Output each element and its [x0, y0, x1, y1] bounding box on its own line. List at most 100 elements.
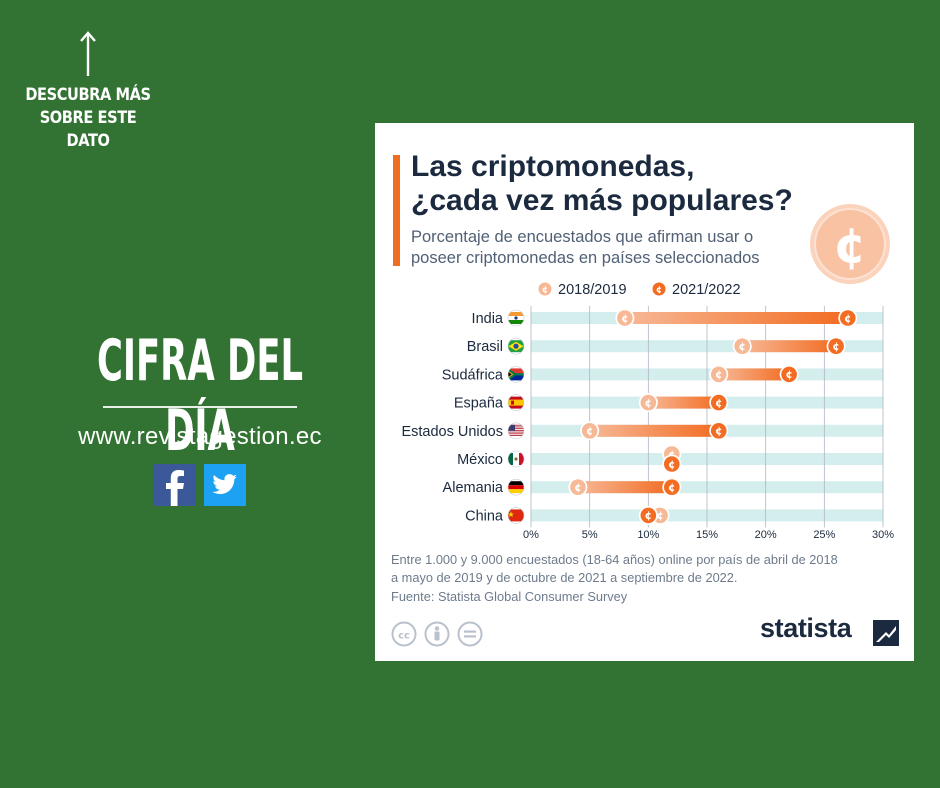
- twitter-icon: [212, 474, 237, 495]
- flag-ring: [507, 450, 525, 468]
- connector-bar: [577, 481, 672, 494]
- divider: [103, 406, 297, 408]
- svg-text:¢: ¢: [844, 313, 851, 325]
- title-accent-bar: [393, 155, 400, 266]
- marker-2018-2019: ¢: [709, 364, 729, 384]
- x-tick-label: 5%: [582, 529, 598, 541]
- flag-india-icon: [508, 310, 524, 326]
- marker-2018-2019: ¢: [568, 477, 588, 497]
- svg-text:¢: ¢: [645, 510, 652, 522]
- title-line: Las criptomonedas,: [411, 150, 695, 183]
- subtitle-line: poseer criptomonedas en países seleccion…: [411, 249, 760, 267]
- flag-ring: [507, 478, 525, 496]
- connector-bar: [718, 368, 790, 381]
- website-link[interactable]: www.revistagestion.ec: [78, 423, 322, 450]
- marker-2021-2022: ¢: [838, 308, 858, 328]
- marker-2021-2022: ¢: [662, 454, 682, 474]
- legend-label: 2018/2019: [558, 282, 627, 298]
- svg-text:¢: ¢: [785, 369, 792, 381]
- promo-panel: DESCUBRA MÁS SOBRE ESTE DATO CIFRA DEL D…: [0, 0, 376, 788]
- discover-line: DESCUBRA MÁS: [25, 85, 151, 105]
- x-tick-label: 30%: [872, 529, 894, 541]
- x-tick-label: 0%: [523, 529, 539, 541]
- flag-ring: [507, 337, 525, 355]
- marker-2018-2019: ¢: [732, 336, 752, 356]
- discover-more-link[interactable]: DESCUBRA MÁS SOBRE ESTE DATO: [24, 84, 151, 153]
- legend-marker: [652, 282, 666, 296]
- chart-title: Las criptomonedas, ¿cada vez más popular…: [411, 150, 851, 218]
- no-derivatives-icon: [457, 621, 483, 647]
- x-tick-label: 10%: [637, 529, 659, 541]
- legend-item: ¢ 2021/2022: [652, 282, 741, 298]
- legend-marker: [538, 282, 552, 296]
- svg-text:¢: ¢: [586, 426, 593, 438]
- discover-line: SOBRE ESTE: [39, 108, 137, 128]
- marker-2021-2022: ¢: [709, 393, 729, 413]
- category-label: Sudáfrica: [442, 367, 504, 383]
- crypto-coin-icon: ¢: [810, 204, 890, 284]
- up-arrow-icon[interactable]: [80, 30, 96, 76]
- x-tick-label: 20%: [755, 529, 777, 541]
- statista-brand[interactable]: statista: [760, 613, 852, 643]
- infographic-card: Las criptomonedas, ¿cada vez más popular…: [375, 123, 914, 661]
- notes-line: Entre 1.000 y 9.000 encuestados (18-64 a…: [391, 552, 838, 567]
- connector-bar: [648, 396, 719, 409]
- legend-label: 2021/2022: [672, 282, 741, 298]
- connector-bar: [624, 312, 848, 324]
- chart-notes: Entre 1.000 y 9.000 encuestados (18-64 a…: [391, 551, 891, 587]
- dumbbell-chart: ¢ 2018/2019 ¢ 2021/2022 0% 5% 10% 15% 20% 25% 30% I…: [401, 282, 894, 541]
- svg-text:¢: ¢: [715, 426, 722, 438]
- legend-marker-glyph: ¢: [542, 286, 548, 296]
- category-label: México: [457, 452, 503, 468]
- flag-china-icon: [508, 507, 524, 524]
- facebook-button[interactable]: [154, 464, 196, 506]
- flag-usa-icon: [508, 422, 524, 439]
- marker-2021-2022: ¢: [779, 364, 799, 384]
- svg-text:cc: cc: [398, 631, 410, 642]
- title-line: ¿cada vez más populares?: [411, 184, 793, 217]
- svg-text:¢: ¢: [739, 341, 746, 353]
- legend-marker-glyph: ¢: [656, 286, 662, 296]
- category-label: India: [472, 311, 504, 327]
- notes-line: a mayo de 2019 y de octubre de 2021 a se…: [391, 570, 738, 585]
- flag-ring: [507, 366, 525, 383]
- twitter-button[interactable]: [204, 464, 246, 506]
- discover-line: DATO: [66, 131, 110, 151]
- svg-text:¢: ¢: [668, 482, 675, 494]
- category-label: España: [454, 396, 504, 412]
- svg-text:¢: ¢: [715, 397, 722, 409]
- svg-text:¢: ¢: [715, 369, 722, 381]
- marker-2021-2022: ¢: [709, 421, 729, 441]
- flag-ring: [507, 309, 525, 327]
- category-label: Estados Unidos: [401, 424, 503, 440]
- connector-bar: [589, 424, 719, 437]
- flag-south-africa-icon: [508, 366, 524, 383]
- marker-2021-2022: ¢: [662, 477, 682, 497]
- category-label: Brasil: [467, 339, 503, 355]
- marker-2021-2022: ¢: [826, 336, 846, 356]
- headline: CIFRA DEL DÍA: [96, 328, 304, 464]
- svg-text:¢: ¢: [832, 341, 839, 353]
- flag-brazil-icon: [508, 338, 524, 355]
- facebook-icon: [166, 470, 184, 506]
- svg-text:¢: ¢: [656, 510, 663, 522]
- chart-subtitle: Porcentaje de encuestados que afirman us…: [411, 227, 831, 269]
- svg-text:¢: ¢: [668, 459, 675, 471]
- category-label: Alemania: [443, 480, 504, 496]
- x-tick-label: 15%: [696, 529, 718, 541]
- marker-2018-2019: ¢: [615, 308, 635, 328]
- svg-text:¢: ¢: [833, 218, 866, 274]
- creative-commons-icon: cc: [391, 621, 417, 647]
- chart-source: Fuente: Statista Global Consumer Survey: [391, 589, 628, 604]
- category-label: China: [465, 508, 504, 524]
- connector-bar: [742, 340, 837, 353]
- flag-spain-icon: [508, 394, 524, 411]
- flag-mexico-icon: [508, 451, 524, 467]
- flag-ring: [507, 422, 525, 440]
- license-icons[interactable]: cc: [391, 621, 491, 647]
- subtitle-line: Porcentaje de encuestados que afirman us…: [411, 228, 754, 246]
- svg-text:¢: ¢: [574, 482, 581, 494]
- marker-2021-2022: ¢: [638, 505, 658, 525]
- x-tick-label: 25%: [813, 529, 835, 541]
- marker-2018-2019: ¢: [580, 421, 600, 441]
